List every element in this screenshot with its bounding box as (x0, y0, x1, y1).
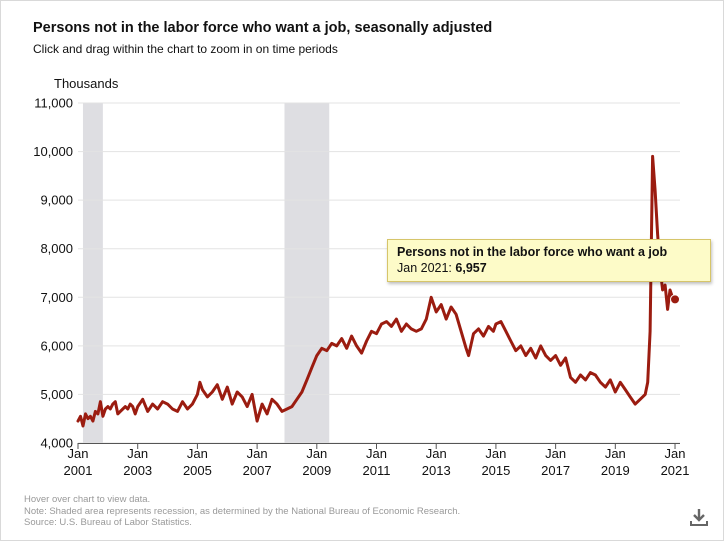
x-tick-month-label: Jan (127, 446, 148, 461)
y-tick-label: 6,000 (40, 338, 73, 353)
chart-title: Persons not in the labor force who want … (33, 20, 493, 36)
source-note: Source: U.S. Bureau of Labor Statistics. (24, 517, 192, 528)
y-tick-label: 8,000 (40, 241, 73, 256)
x-tick-month-label: Jan (366, 446, 387, 461)
y-tick-label: 7,000 (40, 290, 73, 305)
x-tick-month-label: Jan (306, 446, 327, 461)
chart-footer: Hover over chart to view data. Note: Sha… (24, 494, 460, 529)
x-tick-month-label: Jan (605, 446, 626, 461)
x-tick-month-label: Jan (485, 446, 506, 461)
x-tick-year-label: 2019 (601, 463, 630, 478)
tooltip-series-name: Persons not in the labor force who want … (397, 245, 668, 259)
x-tick-year-label: 2015 (481, 463, 510, 478)
highlight-point[interactable] (670, 294, 681, 305)
x-tick-month-label: Jan (426, 446, 447, 461)
x-tick-year-label: 2003 (123, 463, 152, 478)
tooltip-date: Jan 2021: (397, 261, 452, 275)
x-tick-year-label: 2013 (422, 463, 451, 478)
axes (77, 443, 680, 449)
x-tick-year-label: 2005 (183, 463, 212, 478)
y-tick-label: 4,000 (40, 436, 73, 451)
series-line-1[interactable] (76, 154, 677, 428)
data-tooltip: Persons not in the labor force who want … (387, 239, 711, 282)
recession-shading (82, 103, 330, 443)
x-tick-month-label: Jan (247, 446, 268, 461)
tooltip-value: 6,957 (455, 261, 487, 275)
line-chart[interactable]: 4,000 5,000 6,000 7,000 8,000 9,000 10,000 11,0… (0, 0, 726, 490)
y-tick-label: 11,000 (34, 96, 73, 111)
x-tick-year-label: 2021 (661, 463, 690, 478)
hover-note: Hover over chart to view data. (24, 494, 151, 505)
series[interactable] (76, 154, 681, 428)
x-tick-month-label: Jan (545, 446, 566, 461)
chart-subtitle: Click and drag within the chart to zoom … (33, 42, 338, 56)
x-tick-year-label: 2001 (64, 463, 93, 478)
y-tick-label: 5,000 (40, 387, 73, 402)
x-tick-year-label: 2017 (541, 463, 570, 478)
tick-labels: 4,000 5,000 6,000 7,000 8,000 9,000 10,000 11,0… (33, 96, 689, 479)
y-axis-unit-label: Thousands (54, 76, 119, 91)
recession-band-2 (284, 103, 330, 443)
x-tick-month-label: Jan (68, 446, 89, 461)
download-icon[interactable] (688, 506, 710, 528)
tooltip-value-line: Jan 2021: 6,957 (397, 261, 710, 275)
x-tick-month-label: Jan (665, 446, 686, 461)
y-tick-label: 10,000 (33, 144, 73, 159)
recession-note: Note: Shaded area represents recession, … (24, 505, 461, 517)
recession-band-1 (82, 103, 103, 443)
x-tick-year-label: 2011 (363, 463, 391, 478)
y-tick-label: 9,000 (40, 193, 73, 208)
x-tick-year-label: 2009 (302, 463, 331, 478)
x-tick-year-label: 2007 (243, 463, 272, 478)
x-tick-month-label: Jan (187, 446, 208, 461)
